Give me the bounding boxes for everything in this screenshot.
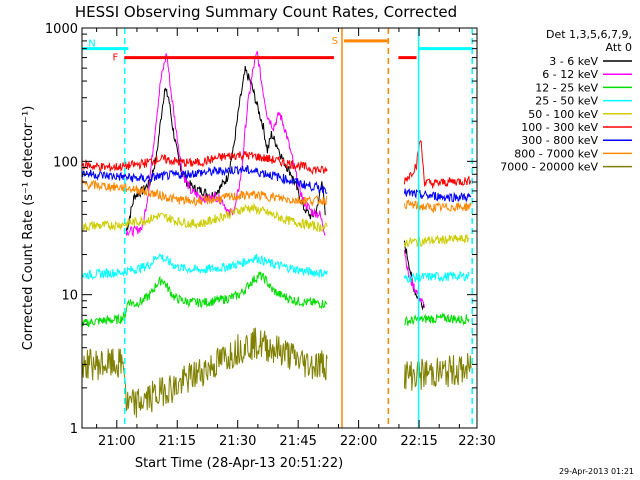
plot-frame — [81, 27, 478, 429]
x-axis: 21:00 21:15 21:30 21:45 22:00 22:15 22:30 — [96, 28, 496, 449]
y-tick-label: 100 — [53, 155, 78, 170]
legend-header-attenuator: Att 0 — [606, 41, 632, 54]
plot-area: F N S — [82, 28, 473, 428]
x-tick-label: 22:15 — [400, 434, 437, 449]
x-axis-label: Start Time (28-Apr-13 20:51:22) — [135, 456, 343, 471]
legend-label-25-50-kev: 25 - 50 keV — [535, 95, 598, 108]
series-50-100-kev — [82, 202, 470, 248]
legend-label-3-6-kev: 3 - 6 keV — [549, 55, 598, 68]
x-tick-label: 21:00 — [98, 434, 135, 449]
legend-label-300-800-kev: 300 - 800 keV — [521, 134, 598, 147]
series-100-300-kev — [82, 140, 472, 189]
series-25-50-kev — [82, 252, 470, 283]
x-tick-label: 21:30 — [219, 434, 256, 449]
series-6-12-kev — [125, 51, 426, 308]
footer-date: 29-Apr-2013 01:21 — [559, 467, 634, 476]
chart-title: HESSI Observing Summary Count Rates, Cor… — [75, 3, 457, 21]
y-axis-label: Corrected Count Rate (s⁻¹ detector⁻¹) — [21, 106, 36, 351]
legend-header-detectors: Det 1,3,5,6,7,9, — [546, 28, 632, 41]
x-tick-label: 21:15 — [159, 434, 196, 449]
legend-label-12-25-kev: 12 - 25 keV — [535, 81, 598, 94]
x-tick-label: 22:30 — [458, 434, 495, 449]
x-tick-label: 22:00 — [340, 434, 377, 449]
legend-label-50-100-kev: 50 - 100 keV — [528, 108, 598, 121]
series-800-7000-kev — [82, 179, 472, 214]
flag-s-label: S — [332, 36, 338, 47]
legend-label-7000-20000-kev: 7000 - 20000 keV — [500, 161, 598, 174]
y-tick-label: 10 — [61, 289, 78, 304]
legend-label-800-7000-kev: 800 - 7000 keV — [514, 147, 598, 160]
y-tick-label: 1000 — [45, 22, 78, 37]
x-tick-label: 21:45 — [279, 434, 316, 449]
flag-n-label: N — [88, 39, 95, 50]
y-tick-label: 1 — [70, 422, 78, 437]
flag-f-label: F — [112, 53, 118, 64]
series-300-800-kev — [82, 164, 472, 203]
series-12-25-kev — [82, 271, 470, 329]
legend-label-100-300-kev: 100 - 300 keV — [521, 121, 598, 134]
series-7000-20000-kev — [82, 327, 472, 418]
y-axis: 1 10 100 1000 — [45, 22, 477, 437]
legend-label-6-12-kev: 6 - 12 keV — [542, 68, 598, 81]
